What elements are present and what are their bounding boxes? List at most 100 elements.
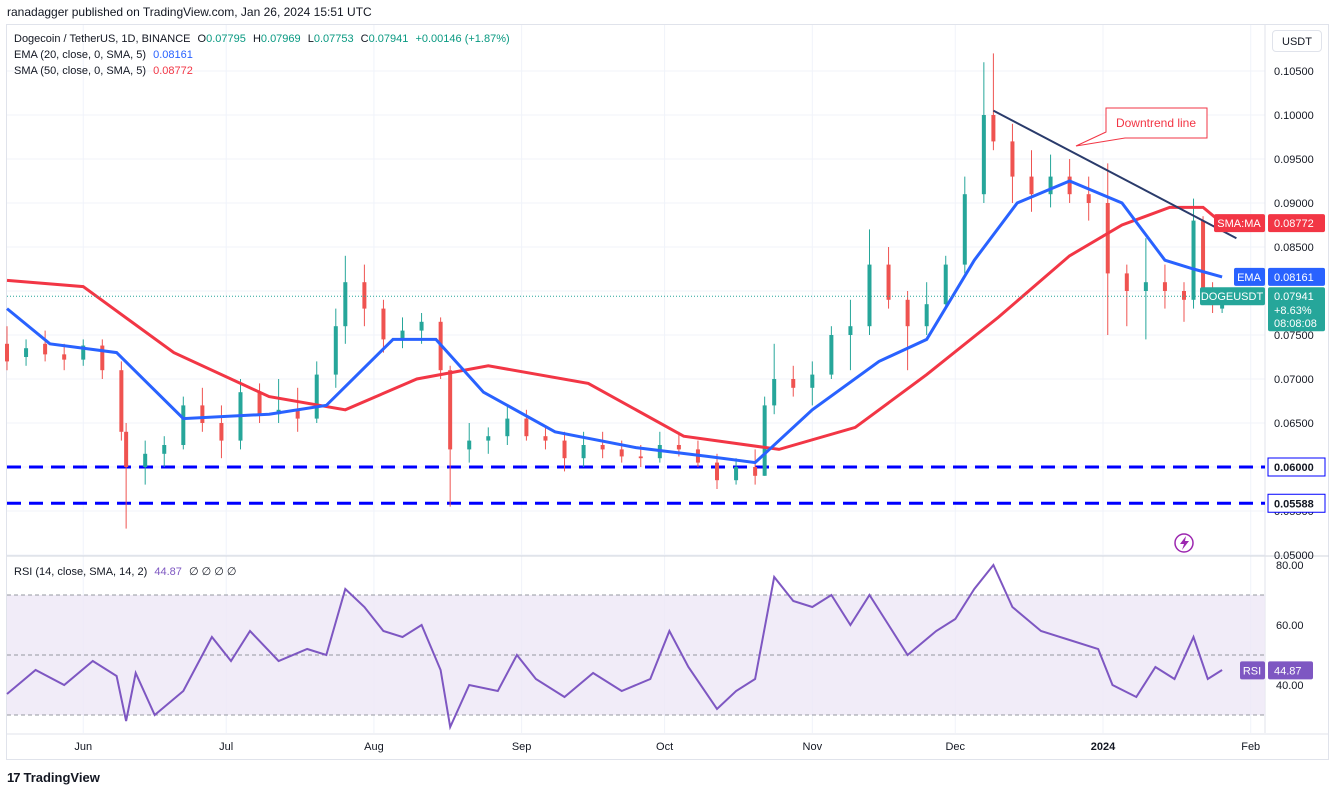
candle-body bbox=[181, 405, 186, 445]
price-tick-label: 0.06500 bbox=[1274, 418, 1314, 430]
candle-body bbox=[991, 115, 996, 142]
candle-body bbox=[5, 343, 9, 362]
candle-body bbox=[333, 326, 338, 375]
rsi-tick-label: 60.00 bbox=[1276, 620, 1304, 632]
candle-body bbox=[219, 423, 224, 441]
price-tick-label: 0.09500 bbox=[1274, 154, 1314, 166]
price-tick-label: 0.07500 bbox=[1274, 330, 1314, 342]
candle-body bbox=[753, 467, 758, 476]
downtrend-line bbox=[992, 109, 1237, 240]
candle-body bbox=[124, 431, 129, 467]
lightning-icon bbox=[1180, 536, 1189, 550]
candle-body bbox=[200, 405, 205, 423]
legend-low-label: L bbox=[307, 33, 314, 45]
footer-brand: TradingView bbox=[23, 770, 100, 785]
sma50-line bbox=[6, 205, 1224, 451]
legend-low: 0.07753 bbox=[313, 33, 354, 45]
candle-body bbox=[1029, 176, 1034, 195]
candle-body bbox=[924, 304, 929, 327]
legend-high-label: H bbox=[252, 33, 261, 45]
candle-body bbox=[295, 409, 300, 419]
last-price-label: 0.07941 bbox=[1274, 291, 1314, 303]
candle-body bbox=[715, 462, 720, 481]
publish-info: ranadagger published on TradingView.com,… bbox=[7, 5, 372, 19]
sma-value-label: 0.08772 bbox=[1274, 218, 1314, 230]
sma-legend: SMA (50, close, 0, SMA, 5) 0.08772 bbox=[14, 63, 193, 79]
candle-body bbox=[1086, 194, 1091, 203]
candle-body bbox=[734, 467, 739, 481]
candle-body bbox=[162, 445, 167, 454]
price-tick-label: 0.10000 bbox=[1274, 110, 1314, 122]
candle-body bbox=[943, 264, 948, 305]
rsi-tick-label: 80.00 bbox=[1276, 560, 1304, 572]
candle-body bbox=[638, 456, 643, 459]
sma-legend-value: 0.08772 bbox=[153, 65, 193, 77]
candle-body bbox=[81, 345, 86, 360]
currency-button[interactable]: USDT bbox=[1272, 30, 1322, 52]
candle-body bbox=[810, 374, 815, 388]
sma-legend-label: SMA (50, close, 0, SMA, 5) bbox=[14, 65, 147, 77]
ema-legend-label: EMA (20, close, 0, SMA, 5) bbox=[14, 49, 147, 61]
candle-body bbox=[43, 343, 48, 355]
candle-body bbox=[1124, 273, 1129, 291]
rsi-legend-value: 44.87 bbox=[154, 566, 182, 578]
price-tick-label: 0.05000 bbox=[1274, 550, 1314, 562]
rsi-value-bg bbox=[1268, 661, 1313, 680]
time-tick-label: Sep bbox=[512, 741, 532, 753]
legend-open-label: O bbox=[197, 33, 207, 45]
candle-body bbox=[981, 115, 986, 195]
time-tick-label: Jun bbox=[74, 741, 92, 753]
legend-change: +0.00146 (+1.87%) bbox=[415, 33, 510, 45]
tradingview-logo[interactable]: 17 TradingView bbox=[7, 770, 100, 785]
candle-body bbox=[362, 282, 367, 309]
candle-body bbox=[1143, 282, 1148, 291]
time-tick-label: Feb bbox=[1241, 741, 1260, 753]
rsi-legend-extras: ∅ ∅ ∅ ∅ bbox=[188, 566, 237, 578]
rsi-legend: RSI (14, close, SMA, 14, 2) 44.87 ∅ ∅ ∅ … bbox=[14, 564, 236, 580]
candle-body bbox=[581, 445, 586, 459]
tradingview-logo-icon: 17 bbox=[7, 770, 21, 785]
candle-body bbox=[467, 440, 472, 450]
candle-body bbox=[829, 335, 834, 375]
time-tick-label: Oct bbox=[656, 741, 673, 753]
legend-close-label: C bbox=[360, 33, 369, 45]
time-tick-label: 2024 bbox=[1091, 741, 1116, 753]
ema-legend-value: 0.08161 bbox=[153, 49, 193, 61]
ema20-line bbox=[6, 179, 1223, 465]
annotation-callout bbox=[1075, 107, 1208, 147]
candle-body bbox=[486, 436, 491, 441]
candle-body bbox=[143, 453, 148, 467]
candle-body bbox=[962, 194, 967, 265]
support-price-label-bg bbox=[1267, 493, 1326, 513]
candle-body bbox=[1162, 282, 1167, 291]
rsi-tick-label: 40.00 bbox=[1276, 680, 1304, 692]
candle-body bbox=[543, 436, 548, 441]
support-price-label-bg bbox=[1267, 457, 1326, 477]
time-tick-label: Nov bbox=[803, 741, 823, 753]
rsi-value-label: 44.87 bbox=[1274, 665, 1302, 677]
candle-body bbox=[119, 370, 124, 432]
ema-tag-bg bbox=[1234, 267, 1265, 286]
candle-body bbox=[772, 379, 777, 406]
support-price-label: 0.06000 bbox=[1274, 462, 1314, 474]
candle-body bbox=[505, 418, 510, 437]
candle-body bbox=[848, 326, 853, 335]
annotation-text: Downtrend line bbox=[1116, 116, 1196, 130]
candle-body bbox=[1181, 291, 1186, 300]
rsi-band bbox=[7, 595, 1265, 715]
symbol-tag: DOGEUSDT bbox=[1201, 291, 1264, 303]
time-tick-label: Dec bbox=[945, 741, 965, 753]
candle-body bbox=[448, 370, 453, 450]
candle-body bbox=[100, 345, 105, 371]
price-tick-label: 0.08500 bbox=[1274, 242, 1314, 254]
chart-frame bbox=[6, 24, 1329, 760]
candle-body bbox=[619, 449, 624, 457]
candle-body bbox=[886, 264, 891, 300]
ema-tag: EMA bbox=[1237, 272, 1262, 284]
price-legend: Dogecoin / TetherUS, 1D, BINANCE O0.0779… bbox=[14, 31, 510, 47]
rsi-legend-label: RSI (14, close, SMA, 14, 2) bbox=[14, 566, 148, 578]
legend-open: 0.07795 bbox=[206, 33, 246, 45]
last-price-bg bbox=[1268, 287, 1325, 332]
candle-body bbox=[314, 374, 319, 419]
